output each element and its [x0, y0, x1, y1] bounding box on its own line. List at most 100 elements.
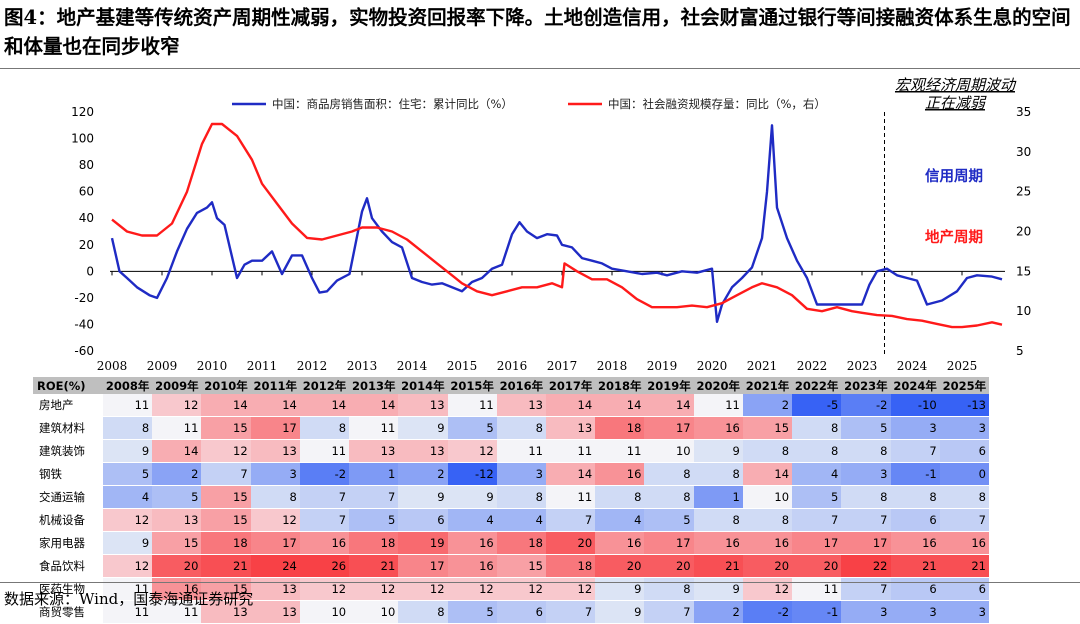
table-cell: -5 — [792, 394, 842, 417]
table-cell: 5 — [447, 416, 497, 440]
table-row-label: 钢铁 — [33, 462, 103, 486]
table-cell: 20 — [742, 554, 793, 578]
table-cell: 7 — [890, 439, 940, 463]
table-row: 机械设备 12 13 15 12 7 5 6 4 4 7 4 5 8 8 7 7 6 7 — [33, 508, 989, 532]
table-cell: 1 — [349, 462, 399, 486]
table-cell: 20 — [792, 554, 842, 578]
table-year-header: 2022年 — [792, 377, 842, 394]
table-row: 交通运输 4 5 15 8 7 7 9 9 8 11 8 8 1 10 5 8 8 8 — [33, 485, 989, 509]
table-cell: 7 — [545, 508, 596, 532]
x-tick-label: 2021 — [747, 359, 778, 370]
table-cell: 6 — [496, 600, 546, 624]
table-cell: 20 — [644, 554, 694, 578]
table-cell: 12 — [545, 577, 596, 601]
chart-annotations: 中国：商品房销售面积：住宅：累计同比（%） 中国：社会融资规模存量：同比（%，右）… — [232, 76, 1017, 246]
right-y-tick-label: 25 — [1016, 185, 1031, 199]
x-tick-label: 2018 — [597, 359, 628, 370]
source-divider — [0, 582, 1080, 583]
table-cell: 17 — [644, 416, 694, 440]
table-cell: 8 — [693, 462, 743, 486]
table-cell: 11 — [792, 577, 842, 601]
left-y-tick-label: 100 — [71, 132, 94, 146]
source-note: 数据来源：Wind，国泰海通证券研究 — [4, 590, 254, 608]
x-tick-label: 2016 — [497, 359, 528, 370]
left-y-tick-label: 80 — [79, 158, 94, 172]
table-cell: 12 — [201, 439, 251, 463]
table-cell: 13 — [349, 439, 399, 463]
table-cell: 14 — [595, 394, 645, 417]
table-cell: 8 — [644, 577, 694, 601]
table-year-header: 2013年 — [349, 377, 399, 394]
table-cell: 11 — [447, 394, 497, 417]
table-row-label: 医药生物 — [33, 577, 103, 601]
table-cell: 3 — [496, 462, 546, 486]
table-cell: 14 — [299, 394, 350, 417]
table-cell: 26 — [299, 554, 350, 578]
table-cell: 8 — [250, 485, 300, 509]
table-cell: 20 — [152, 554, 202, 578]
table-cell: 15 — [201, 416, 251, 440]
table-cell: 21 — [349, 554, 399, 578]
table-cell: 4 — [496, 508, 546, 532]
table-cell: 21 — [890, 554, 940, 578]
table-cell: 12 — [103, 508, 153, 532]
table-cell: 7 — [792, 508, 842, 532]
right-y-tick-label: 5 — [1016, 344, 1024, 358]
table-cell: 9 — [103, 531, 153, 555]
table-cell: 5 — [841, 416, 891, 440]
table-row: 建筑材料 8 11 15 17 8 11 9 5 8 13 18 17 16 15 8 5 3 3 — [33, 416, 989, 440]
table-cell: 11 — [103, 394, 153, 417]
table-row-label: 交通运输 — [33, 485, 103, 509]
table-year-header: 2016年 — [496, 377, 546, 394]
table-year-header: 2011年 — [250, 377, 300, 394]
table-cell: 18 — [201, 531, 251, 555]
table-row: 建筑装饰 9 14 12 13 11 13 13 12 11 11 11 10 9 8 8 8 7 6 — [33, 439, 989, 463]
table-cell: -1 — [890, 462, 940, 486]
table-year-header: 2019年 — [644, 377, 694, 394]
table-cell: 5 — [644, 508, 694, 532]
table-row: 食品饮料 12 20 21 24 26 21 17 16 15 18 20 20 21 20 20 22 21 21 — [33, 554, 989, 578]
table-cell: 8 — [299, 416, 350, 440]
table-row: 钢铁 5 2 7 3 -2 1 2 -12 3 14 16 8 8 14 4 3 -1 0 — [33, 462, 989, 486]
table-cell: 7 — [299, 508, 350, 532]
table-cell: 17 — [250, 416, 300, 440]
left-y-tick-label: 20 — [79, 238, 94, 252]
table-cell: 16 — [447, 554, 497, 578]
table-cell: 5 — [349, 508, 399, 532]
x-tick-label: 2010 — [197, 359, 228, 370]
annotation-property-cycle: 地产周期 — [925, 228, 983, 246]
table-cell: -1 — [792, 600, 842, 624]
table-cell: 9 — [103, 439, 153, 463]
table-cell: 24 — [250, 554, 300, 578]
table-cell: 9 — [398, 485, 448, 509]
table-cell: 10 — [299, 600, 350, 624]
table-cell: 4 — [792, 462, 842, 486]
table-cell: 10 — [349, 600, 399, 624]
table-year-header: 2012年 — [299, 377, 350, 394]
table-cell: 11 — [299, 439, 350, 463]
table-cell: 21 — [693, 554, 743, 578]
table-year-header: 2023年 — [841, 377, 891, 394]
table-cell: 6 — [890, 508, 940, 532]
table-cell: 7 — [841, 508, 891, 532]
annotation-credit-cycle: 信用周期 — [925, 167, 983, 185]
table-cell: 2 — [398, 462, 448, 486]
table-row-label: 建筑装饰 — [33, 439, 103, 463]
table-cell: 6 — [939, 577, 989, 601]
table-cell: 5 — [792, 485, 842, 509]
x-tick-label: 2014 — [397, 359, 428, 370]
x-tick-label: 2025 — [947, 359, 978, 370]
right-y-tick-label: 20 — [1016, 225, 1031, 239]
table-cell: 3 — [841, 462, 891, 486]
table-cell: 16 — [693, 531, 743, 555]
table-cell: 16 — [152, 577, 202, 601]
table-cell: 9 — [447, 485, 497, 509]
table-cell: 12 — [496, 577, 546, 601]
x-tick-label: 2020 — [697, 359, 728, 370]
table-cell: 13 — [250, 577, 300, 601]
table-cell: 7 — [644, 600, 694, 624]
table-cell: 13 — [152, 508, 202, 532]
table-cell: 8 — [644, 485, 694, 509]
table-cell: 14 — [152, 439, 202, 463]
table-cell: 14 — [644, 394, 694, 417]
